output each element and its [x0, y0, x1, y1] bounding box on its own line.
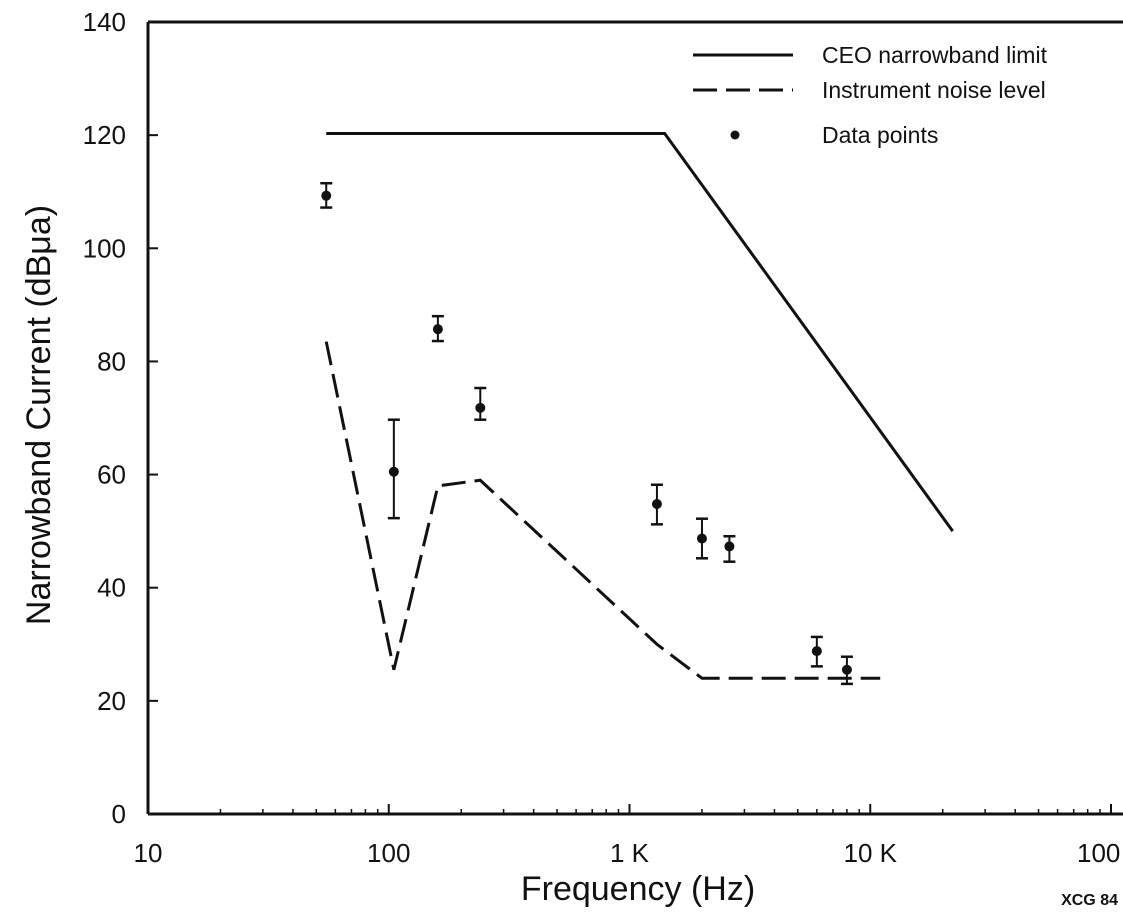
data-point	[724, 541, 735, 552]
x-tick-label: 1 K	[610, 838, 650, 868]
legend-marker-points	[730, 130, 740, 140]
data-point	[696, 533, 707, 544]
data-point	[841, 664, 852, 675]
y-tick-label: 120	[83, 120, 126, 150]
y-tick-label: 60	[97, 460, 126, 490]
legend-label: Instrument noise level	[822, 77, 1046, 103]
x-tick-label: 10 K	[844, 838, 898, 868]
data-point	[475, 402, 486, 413]
x-tick-label: 100	[367, 838, 410, 868]
y-axis-title: Narrowband Current (dBμa)	[20, 205, 58, 625]
figure-code-label: XCG 84	[1061, 892, 1118, 909]
y-tick-label: 100	[83, 233, 126, 263]
data-point	[388, 466, 399, 477]
data-point	[651, 498, 662, 509]
data-point	[321, 190, 332, 201]
x-tick-label: 100 K	[1077, 838, 1123, 868]
y-tick-label: 40	[97, 573, 126, 603]
data-point	[811, 646, 822, 657]
x-tick-label: 10	[134, 838, 163, 868]
y-tick-label: 140	[83, 7, 126, 37]
y-tick-label: 0	[112, 799, 126, 829]
legend-label: CEO narrowband limit	[822, 42, 1048, 68]
x-axis-title: Frequency (Hz)	[521, 870, 755, 908]
noise-level-line	[324, 341, 881, 680]
legend-label: Data points	[822, 122, 938, 148]
y-tick-label: 80	[97, 346, 126, 376]
y-tick-label: 20	[97, 686, 126, 716]
limit-line	[326, 131, 954, 533]
data-point	[432, 324, 443, 335]
